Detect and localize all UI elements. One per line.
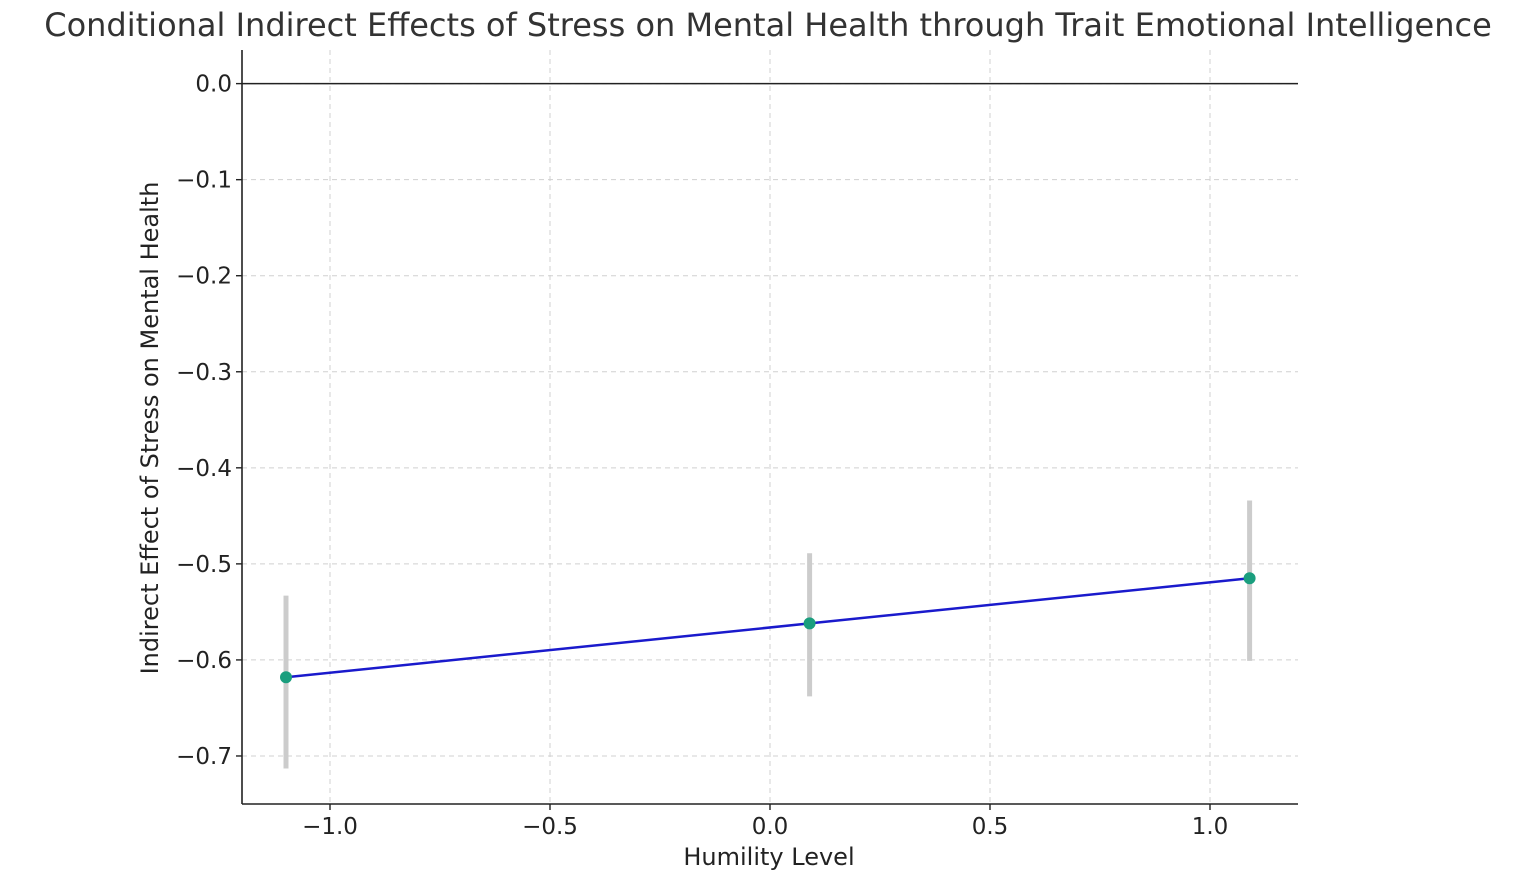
- data-point-1: [803, 617, 816, 630]
- data-point-2: [1243, 572, 1256, 585]
- x-tick-label-2: 0.0: [752, 814, 789, 840]
- grid: [242, 50, 1298, 804]
- y-tick-label-5: −0.5: [176, 552, 232, 578]
- data-point-0: [280, 671, 292, 684]
- x-tick-label-0: −1.0: [302, 814, 358, 840]
- x-tick-label-3: 0.5: [972, 814, 1009, 840]
- x-tick-label-4: 1.0: [1192, 814, 1229, 840]
- y-tick-label-6: −0.6: [176, 648, 232, 674]
- y-tick-label-3: −0.3: [176, 360, 232, 386]
- series-line-0: [285, 577, 1250, 679]
- x-axis-label: Humility Level: [683, 843, 854, 871]
- y-tick-label-0: 0.0: [195, 72, 232, 98]
- data-points: [280, 572, 1256, 684]
- x-axis-ticks: −1.0 −0.5 0.0 0.5 1.0: [302, 804, 1228, 840]
- y-axis-label: Indirect Effect of Stress on Mental Heal…: [136, 182, 164, 675]
- y-tick-label-4: −0.4: [176, 456, 232, 482]
- series-line-layer: [285, 577, 1250, 679]
- y-tick-label-1: −0.1: [176, 168, 232, 194]
- chart-title: Conditional Indirect Effects of Stress o…: [44, 6, 1492, 44]
- x-tick-label-1: −0.5: [522, 814, 578, 840]
- y-tick-label-7: −0.7: [176, 744, 232, 770]
- error-bars: [283, 500, 1253, 769]
- y-axis-ticks: 0.0 −0.1 −0.2 −0.3 −0.4 −0.5 −0.6 −0.7: [176, 72, 242, 770]
- y-tick-label-2: −0.2: [176, 264, 232, 290]
